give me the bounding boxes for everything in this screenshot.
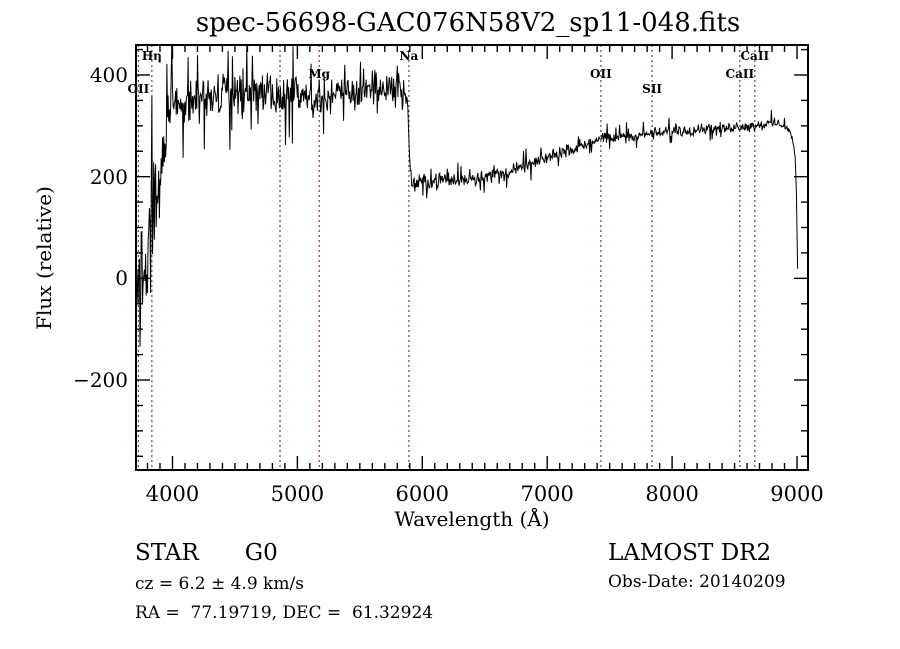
- line-marker-label: CaII: [740, 49, 770, 63]
- survey-release-text: LAMOST DR2: [608, 540, 772, 566]
- x-tick-label: 9000: [770, 482, 824, 506]
- x-tick-label: 5000: [270, 482, 325, 506]
- subclass-value: G0: [244, 540, 278, 566]
- classification-text: STAR G0: [135, 540, 278, 566]
- radial-velocity-text: cz = 6.2 ± 4.9 km/s: [135, 574, 304, 594]
- y-tick-label: 400: [89, 62, 128, 87]
- classification-value: STAR: [135, 540, 199, 566]
- line-marker-label: Na: [399, 49, 419, 63]
- obs-date-text: Obs-Date: 20140209: [608, 572, 786, 592]
- axis-tick-marks: [136, 45, 808, 470]
- spectrum-line: [136, 45, 799, 356]
- line-marker-label: CaII: [725, 67, 755, 81]
- plot-title: spec-56698-GAC076N58V2_sp11-048.fits: [195, 8, 741, 38]
- y-axis-label: Flux (relative): [32, 186, 56, 330]
- line-marker-label: OII: [590, 67, 612, 81]
- x-tick-label: 6000: [395, 482, 450, 506]
- line-marker-label: Hη: [141, 49, 162, 63]
- line-marker-label: SII: [642, 82, 663, 96]
- x-tick-label: 8000: [645, 482, 699, 506]
- y-tick-label: 0: [115, 266, 128, 291]
- ra-dec-text: RA = 77.19719, DEC = 61.32924: [135, 603, 434, 623]
- y-tick-label: −200: [73, 368, 128, 393]
- x-tick-label: 7000: [520, 482, 574, 506]
- plot-frame: [135, 44, 809, 471]
- line-marker-label: Mg: [308, 67, 331, 81]
- line-marker-label: OII: [127, 82, 150, 96]
- x-axis-label: Wavelength (Å): [394, 507, 550, 531]
- x-tick-label: 4000: [145, 482, 200, 506]
- y-tick-label: 200: [89, 164, 128, 189]
